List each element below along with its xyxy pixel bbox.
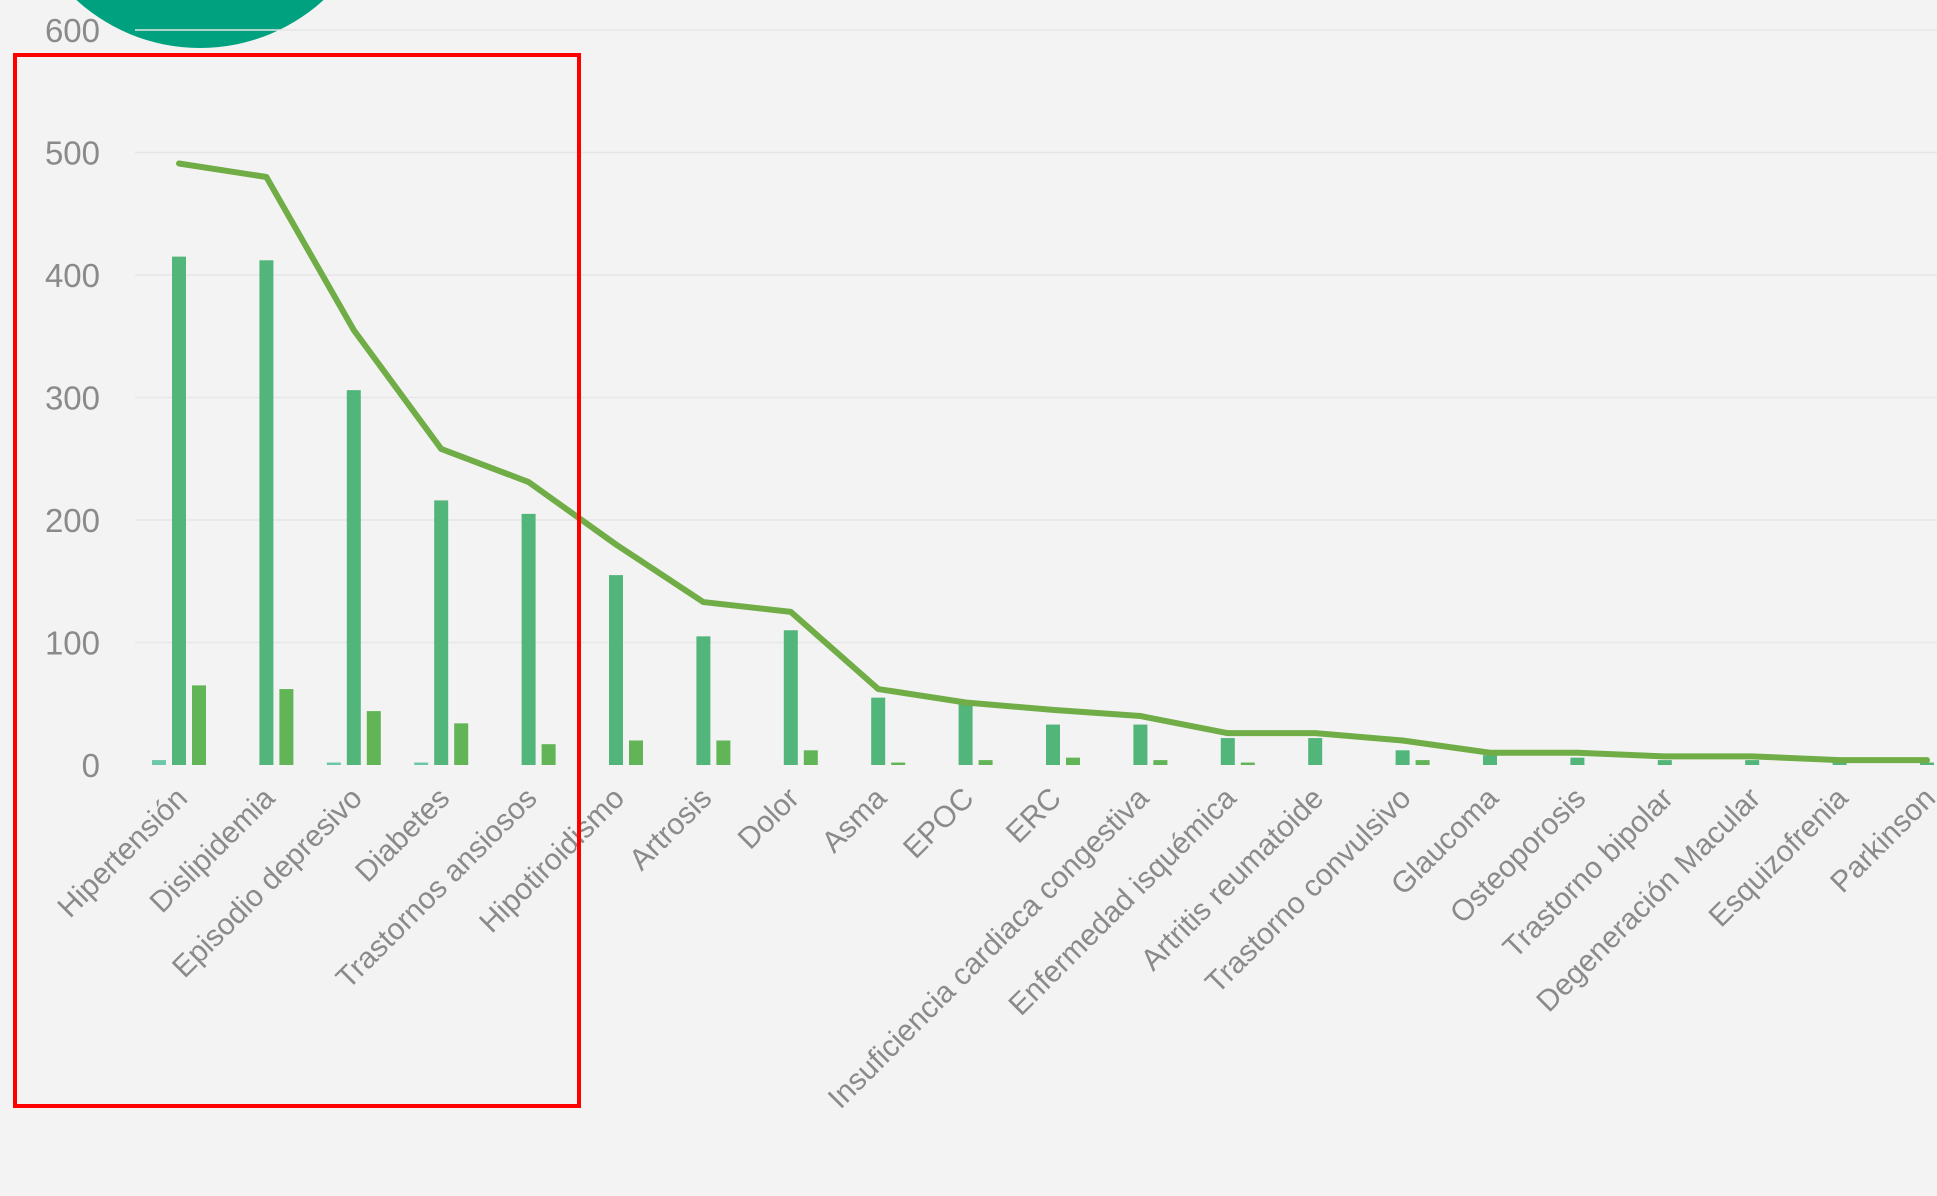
x-tick-label: ERC bbox=[1000, 782, 1068, 850]
bar bbox=[803, 750, 818, 765]
y-axis: 0 100 200 300 400 500 600 bbox=[45, 12, 100, 784]
bar bbox=[521, 513, 536, 765]
x-tick-label: Insuficiencia cardiaca congestiva bbox=[822, 781, 1156, 1115]
y-tick-label: 0 bbox=[82, 747, 100, 784]
x-tick-label: Dolor bbox=[732, 782, 806, 856]
y-tick-label: 500 bbox=[45, 135, 100, 172]
bar bbox=[1046, 724, 1060, 765]
y-tick-label: 600 bbox=[45, 12, 100, 49]
bar bbox=[172, 256, 186, 765]
bar bbox=[1745, 760, 1760, 765]
trend-line bbox=[176, 160, 1930, 764]
bar bbox=[192, 685, 206, 765]
bar bbox=[629, 740, 643, 765]
bar bbox=[871, 697, 886, 765]
bar bbox=[1308, 738, 1323, 765]
x-tick-label: EPOC bbox=[897, 782, 980, 865]
bar bbox=[1240, 762, 1255, 765]
bar bbox=[454, 723, 469, 765]
highlight-box bbox=[13, 53, 581, 1108]
bar bbox=[1220, 738, 1235, 765]
gridlines bbox=[135, 29, 1937, 644]
line-series bbox=[176, 160, 1930, 764]
bar bbox=[1832, 762, 1847, 765]
bar bbox=[1133, 724, 1148, 765]
bar bbox=[891, 762, 906, 765]
bar bbox=[696, 636, 711, 765]
bar bbox=[1657, 760, 1672, 765]
bar bbox=[958, 703, 973, 765]
bars bbox=[152, 256, 1934, 765]
bar bbox=[978, 760, 993, 765]
bar bbox=[434, 500, 449, 765]
bar bbox=[541, 744, 556, 765]
bar bbox=[259, 260, 274, 765]
bar bbox=[609, 575, 623, 765]
y-tick-label: 300 bbox=[45, 380, 100, 417]
bar bbox=[1153, 760, 1168, 765]
bar bbox=[152, 760, 166, 765]
decorative-circle bbox=[76, 0, 324, 48]
bar bbox=[366, 711, 381, 765]
bar bbox=[346, 390, 361, 765]
bar bbox=[716, 740, 731, 765]
bar bbox=[279, 689, 294, 765]
bar bbox=[1483, 755, 1497, 765]
bar bbox=[783, 630, 798, 765]
y-tick-label: 100 bbox=[45, 625, 100, 662]
bar bbox=[414, 762, 429, 765]
bar bbox=[1920, 762, 1934, 765]
bar bbox=[326, 762, 341, 765]
y-tick-label: 200 bbox=[45, 502, 100, 539]
bar bbox=[1066, 757, 1080, 765]
x-tick-label: Artrosis bbox=[623, 782, 718, 877]
y-tick-label: 400 bbox=[45, 257, 100, 294]
bar bbox=[1570, 757, 1585, 765]
bar bbox=[1415, 760, 1430, 765]
x-tick-label: Asma bbox=[816, 781, 894, 859]
bar bbox=[1395, 750, 1410, 765]
